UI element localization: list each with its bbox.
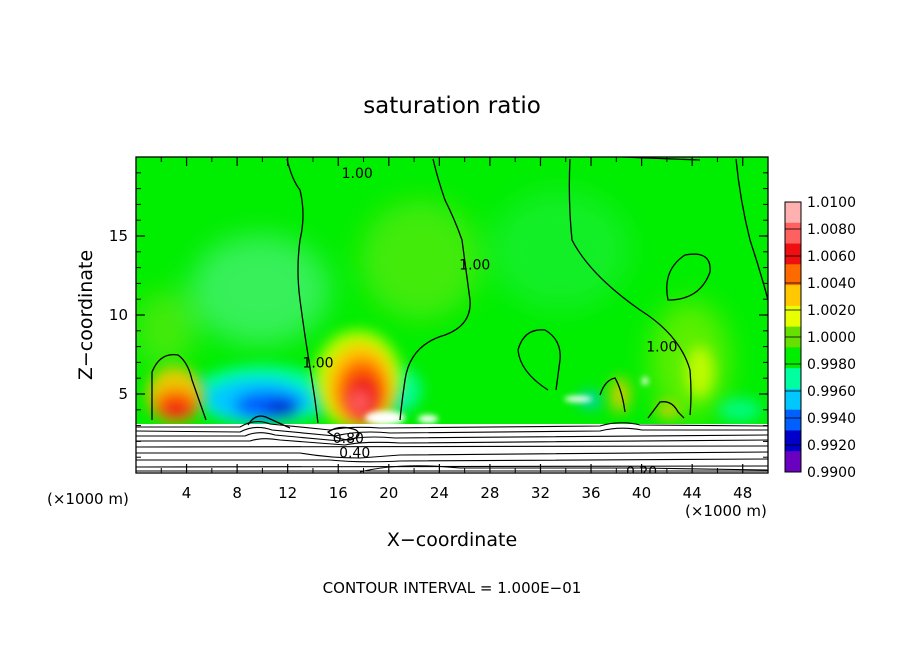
colorbar-swatch bbox=[785, 409, 801, 431]
x-tick-label: 36 bbox=[581, 484, 600, 502]
contour-lines bbox=[151, 157, 768, 441]
contour-label: 1.00 bbox=[302, 355, 333, 371]
colorbar-swatch bbox=[785, 264, 801, 286]
x-axis: 4 8 12 16 20 24 28 32 36 40 44 48 bbox=[160, 157, 752, 502]
x-tick-label: 4 bbox=[182, 484, 192, 502]
colorbar-swatch bbox=[785, 243, 801, 265]
x-tick-label: 44 bbox=[683, 484, 702, 502]
moist-regions bbox=[147, 330, 714, 430]
contour-label: 0.80 bbox=[333, 431, 364, 447]
x-axis-label: X−coordinate bbox=[387, 529, 517, 551]
x-tick-label: 24 bbox=[430, 484, 449, 502]
colorbar-swatch bbox=[785, 202, 801, 224]
y-axis: 5 10 15 bbox=[109, 172, 768, 458]
colorbar-swatch bbox=[785, 347, 801, 369]
x-tick-label: 28 bbox=[480, 484, 499, 502]
colorbar-label: 1.0040 bbox=[807, 276, 856, 292]
colorbar-swatch bbox=[785, 388, 801, 411]
colorbar-swatch bbox=[785, 430, 801, 452]
field-shading bbox=[136, 190, 730, 420]
colorbar-label: 1.0060 bbox=[807, 249, 856, 265]
contour-interval-note: CONTOUR INTERVAL = 1.000E−01 bbox=[323, 579, 582, 597]
colorbar-swatch bbox=[785, 285, 801, 307]
x-tick-label: 48 bbox=[733, 484, 752, 502]
chart-title: saturation ratio bbox=[363, 93, 541, 119]
colorbar-label: 0.9920 bbox=[807, 438, 856, 454]
x-unit-label-right: (×1000 m) bbox=[685, 502, 767, 520]
colorbar-label: 1.0100 bbox=[807, 195, 856, 211]
colorbar-label: 1.0020 bbox=[807, 303, 856, 319]
y-axis-label: Z−coordinate bbox=[75, 250, 97, 380]
colorbar-label: 1.0080 bbox=[807, 222, 856, 238]
colorbar-label: 0.9940 bbox=[807, 411, 856, 427]
x-tick-label: 8 bbox=[232, 484, 242, 502]
contour-label: 1.00 bbox=[459, 257, 490, 273]
contour-label: 1.00 bbox=[646, 340, 677, 356]
x-tick-label: 16 bbox=[329, 484, 348, 502]
y-tick-label: 15 bbox=[109, 227, 128, 245]
colorbar-swatch bbox=[785, 305, 801, 328]
y-tick-label: 10 bbox=[109, 306, 128, 324]
colorbar: 1.0100 1.0080 1.0060 1.0040 1.0020 1.0000 0.99… bbox=[784, 195, 856, 481]
colorbar-swatch bbox=[785, 222, 801, 245]
heatmap-field: 1.001.001.001.000.800.400.20 bbox=[136, 157, 768, 473]
x-tick-label: 12 bbox=[278, 484, 297, 502]
colorbar-swatch bbox=[785, 368, 801, 390]
x-tick-label: 40 bbox=[632, 484, 651, 502]
contour-label: 1.00 bbox=[342, 166, 373, 182]
colorbar-swatch bbox=[785, 451, 801, 473]
x-tick-label: 32 bbox=[531, 484, 550, 502]
x-tick-label: 20 bbox=[379, 484, 398, 502]
stable-layer-contours bbox=[136, 421, 768, 473]
colorbar-label: 0.9980 bbox=[807, 357, 856, 373]
x-unit-label-left: (×1000 m) bbox=[47, 490, 129, 508]
contour-label: 0.40 bbox=[339, 445, 370, 461]
colorbar-label: 0.9900 bbox=[807, 465, 856, 481]
colorbar-label: 0.9960 bbox=[807, 384, 856, 400]
colorbar-label: 1.0000 bbox=[807, 330, 856, 346]
y-tick-label: 5 bbox=[118, 385, 128, 403]
white-patches bbox=[365, 377, 648, 425]
